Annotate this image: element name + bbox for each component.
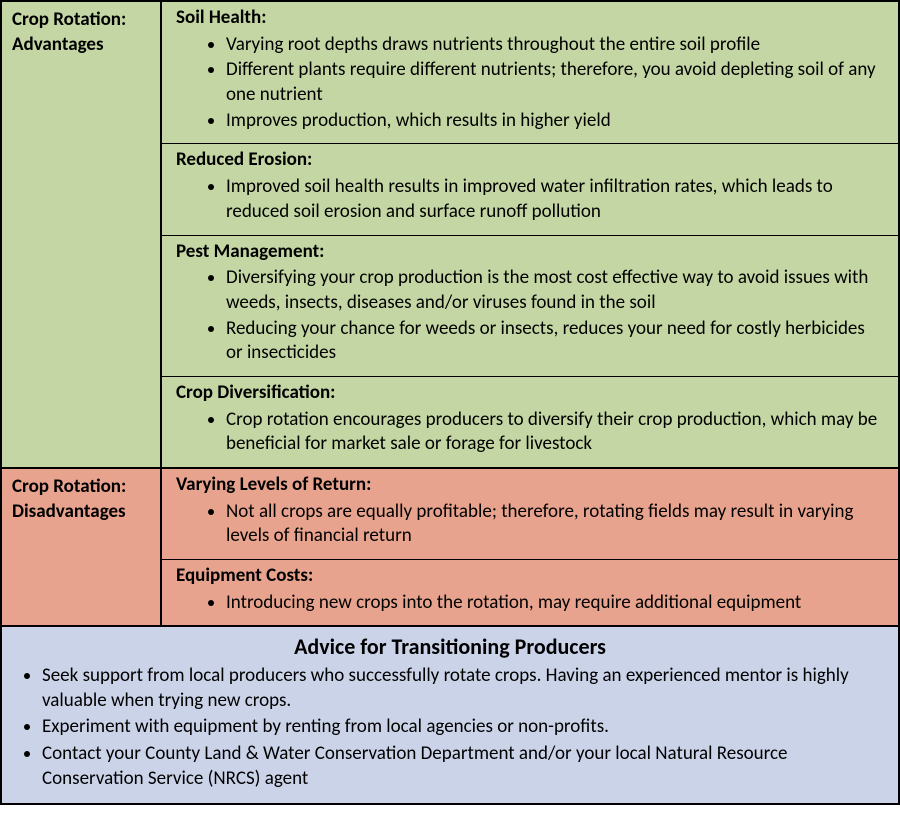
list-item: Improves production, which results in hi… bbox=[226, 109, 884, 134]
list-item: Not all crops are equally profitable; th… bbox=[226, 500, 884, 549]
cell-equipment-costs: Equipment Costs: Introducing new crops i… bbox=[162, 560, 898, 625]
cell-reduced-erosion: Reduced Erosion: Improved soil health re… bbox=[162, 144, 898, 235]
table-wrapper: Crop Rotation: Advantages Soil Health: V… bbox=[0, 0, 900, 805]
advantages-cells: Soil Health: Varying root depths draws n… bbox=[162, 2, 898, 467]
cell-soil-health: Soil Health: Varying root depths draws n… bbox=[162, 2, 898, 144]
bullet-list: Not all crops are equally profitable; th… bbox=[176, 500, 884, 549]
cell-pest-management: Pest Management: Diversifying your crop … bbox=[162, 236, 898, 377]
cell-title: Reduced Erosion: bbox=[176, 148, 884, 173]
list-item: Varying root depths draws nutrients thro… bbox=[226, 33, 884, 58]
cell-title: Equipment Costs: bbox=[176, 564, 884, 589]
list-item: Different plants require different nutri… bbox=[226, 58, 884, 107]
cell-crop-diversification: Crop Diversification: Crop rotation enco… bbox=[162, 377, 898, 467]
cell-varying-return: Varying Levels of Return: Not all crops … bbox=[162, 469, 898, 560]
advice-list: Seek support from local producers who su… bbox=[16, 664, 884, 791]
list-item: Reducing your chance for weeds or insect… bbox=[226, 317, 884, 366]
disadvantages-cells: Varying Levels of Return: Not all crops … bbox=[162, 469, 898, 625]
advice-section: Advice for Transitioning Producers Seek … bbox=[2, 627, 898, 803]
list-item: Crop rotation encourages producers to di… bbox=[226, 408, 884, 457]
list-item: Seek support from local producers who su… bbox=[42, 664, 884, 713]
advantages-section: Crop Rotation: Advantages Soil Health: V… bbox=[2, 2, 898, 469]
disadvantages-section: Crop Rotation: Disadvantages Varying Lev… bbox=[2, 469, 898, 627]
list-item: Improved soil health results in improved… bbox=[226, 175, 884, 224]
cell-title: Pest Management: bbox=[176, 240, 884, 265]
cell-title: Crop Diversification: bbox=[176, 381, 884, 406]
list-item: Experiment with equipment by renting fro… bbox=[42, 715, 884, 740]
bullet-list: Varying root depths draws nutrients thro… bbox=[176, 33, 884, 134]
list-item: Diversifying your crop production is the… bbox=[226, 266, 884, 315]
cell-title: Soil Health: bbox=[176, 6, 884, 31]
bullet-list: Diversifying your crop production is the… bbox=[176, 266, 884, 366]
advantages-label: Crop Rotation: Advantages bbox=[2, 2, 162, 467]
list-item: Contact your County Land & Water Conserv… bbox=[42, 742, 884, 791]
list-item: Introducing new crops into the rotation,… bbox=[226, 591, 884, 616]
bullet-list: Crop rotation encourages producers to di… bbox=[176, 408, 884, 457]
bullet-list: Introducing new crops into the rotation,… bbox=[176, 591, 884, 616]
advice-title: Advice for Transitioning Producers bbox=[16, 633, 884, 662]
cell-title: Varying Levels of Return: bbox=[176, 473, 884, 498]
bullet-list: Improved soil health results in improved… bbox=[176, 175, 884, 224]
disadvantages-label: Crop Rotation: Disadvantages bbox=[2, 469, 162, 625]
